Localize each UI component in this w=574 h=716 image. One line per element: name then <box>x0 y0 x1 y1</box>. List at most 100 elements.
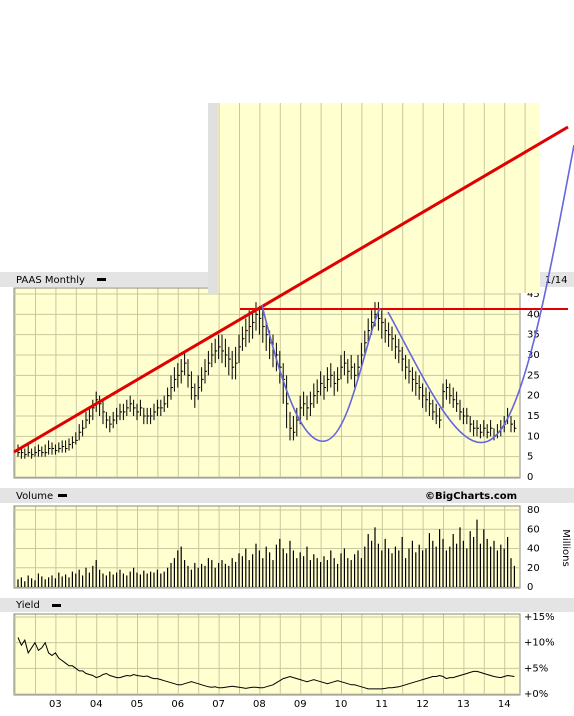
y-tick-label: +15% <box>524 612 555 623</box>
x-tick-label: 13 <box>457 699 470 710</box>
volume-bar <box>350 560 352 587</box>
volume-bar <box>153 572 155 587</box>
volume-bar <box>500 544 502 587</box>
volume-bar <box>316 558 318 587</box>
volume-bar <box>48 577 50 587</box>
volume-bar <box>435 546 437 587</box>
volume-bar <box>432 540 434 587</box>
volume-bar <box>51 575 53 587</box>
volume-header <box>0 488 574 503</box>
volume-bar <box>102 573 104 587</box>
volume-bar <box>160 573 162 587</box>
volume-bar <box>163 571 165 587</box>
volume-bar <box>408 548 410 587</box>
volume-bar <box>418 544 420 587</box>
volume-bar <box>439 529 441 587</box>
volume-bar <box>173 558 175 587</box>
volume-bar <box>289 540 291 587</box>
volume-bar <box>238 553 240 587</box>
volume-bar <box>340 553 342 587</box>
x-tick-label: 03 <box>49 699 62 710</box>
x-tick-label: 11 <box>375 699 388 710</box>
x-tick-label: 07 <box>212 699 225 710</box>
volume-bar <box>282 548 284 587</box>
volume-bar <box>306 546 308 587</box>
volume-bar <box>391 553 393 587</box>
volume-bar <box>486 538 488 587</box>
volume-bar <box>187 565 189 587</box>
volume-bar <box>330 550 332 587</box>
volume-bar <box>483 529 485 587</box>
volume-bar <box>41 576 43 587</box>
volume-bar <box>58 572 60 587</box>
volume-bar <box>292 550 294 587</box>
volume-bar <box>462 540 464 587</box>
y-tick-label: 15 <box>527 411 540 422</box>
volume-bar <box>31 578 33 587</box>
volume-bar <box>510 558 512 587</box>
volume-bar <box>269 552 271 587</box>
volume-bar <box>78 569 80 587</box>
y-tick-label: 10 <box>527 431 540 442</box>
date-label: 1/14 <box>545 275 567 286</box>
yield-panel <box>13 613 521 696</box>
volume-bar <box>129 571 131 587</box>
volume-bar <box>337 563 339 587</box>
volume-bar <box>119 569 121 587</box>
volume-bar <box>85 567 87 587</box>
credit: ©BigCharts.com <box>425 491 517 502</box>
volume-bar <box>394 546 396 587</box>
volume-bar <box>381 550 383 587</box>
volume-bar <box>374 527 376 587</box>
volume-bar <box>248 560 250 587</box>
volume-bar <box>252 554 254 587</box>
volume-bar <box>133 567 135 587</box>
overlay-edge <box>208 103 218 293</box>
volume-bar <box>493 540 495 587</box>
volume-bar <box>95 560 97 587</box>
price-title: PAAS Monthly <box>16 275 85 286</box>
overlay-panel <box>218 103 540 293</box>
volume-bar <box>20 577 22 587</box>
legend-swatch <box>97 278 106 281</box>
volume-bar <box>201 563 203 587</box>
volume-bar <box>452 534 454 587</box>
legend-swatch <box>52 604 61 607</box>
volume-bar <box>473 536 475 587</box>
volume-bar <box>109 571 111 587</box>
volume-bar <box>92 565 94 587</box>
volume-bar <box>75 573 77 587</box>
volume-bar <box>286 553 288 587</box>
volume-bar <box>126 575 128 587</box>
volume-bar <box>146 573 148 587</box>
volume-bar <box>513 565 515 587</box>
volume-bar <box>411 540 413 587</box>
cup-curve <box>261 144 574 444</box>
volume-bar <box>143 570 145 587</box>
x-tick-label: 08 <box>253 699 266 710</box>
y-axis-label: Millions <box>560 529 571 566</box>
volume-title: Volume <box>16 491 53 502</box>
x-tick-label: 12 <box>416 699 429 710</box>
y-tick-label: 30 <box>527 350 540 361</box>
volume-bar <box>221 560 223 587</box>
volume-bar <box>503 548 505 587</box>
y-tick-label: 0 <box>527 472 533 483</box>
volume-bar <box>388 548 390 587</box>
volume-bar <box>466 548 468 587</box>
volume-bar <box>320 561 322 587</box>
volume-bar <box>150 571 152 587</box>
trend-line <box>13 125 569 454</box>
volume-bar <box>343 548 345 587</box>
y-tick-label: 40 <box>527 544 540 555</box>
panels: PAAS Monthly 1/14 Volume ©BigCharts.com … <box>0 272 574 696</box>
volume-bar <box>235 561 237 587</box>
volume-bar <box>156 569 158 587</box>
volume-bar <box>241 556 243 587</box>
volume-bar <box>184 560 186 587</box>
y-tick-label: +5% <box>524 663 548 674</box>
volume-bar <box>384 538 386 587</box>
x-tick-label: 10 <box>335 699 348 710</box>
volume-bar <box>496 550 498 587</box>
